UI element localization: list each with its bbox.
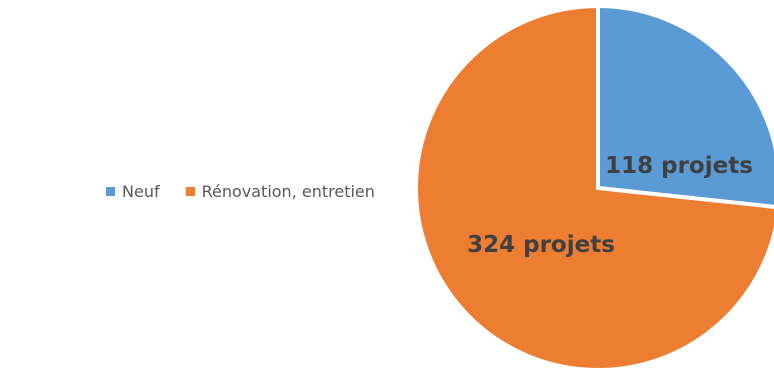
legend-label-renovation: Rénovation, entretien	[201, 182, 375, 201]
slice-label-neuf: 118 projets	[605, 153, 753, 179]
legend-swatch-renovation	[185, 187, 195, 196]
slice-label-renovation: 324 projets	[467, 232, 615, 258]
legend-item-renovation: Rénovation, entretien	[185, 182, 375, 201]
legend-swatch-neuf	[106, 187, 115, 196]
pie-slices	[414, 3, 774, 370]
pie-slice-renovation	[414, 3, 774, 370]
legend-item-neuf: Neuf	[106, 182, 160, 201]
legend-label-neuf: Neuf	[122, 182, 160, 201]
pie-slice-neuf	[596, 3, 774, 209]
chart-legend: Neuf Rénovation, entretien	[106, 182, 375, 201]
